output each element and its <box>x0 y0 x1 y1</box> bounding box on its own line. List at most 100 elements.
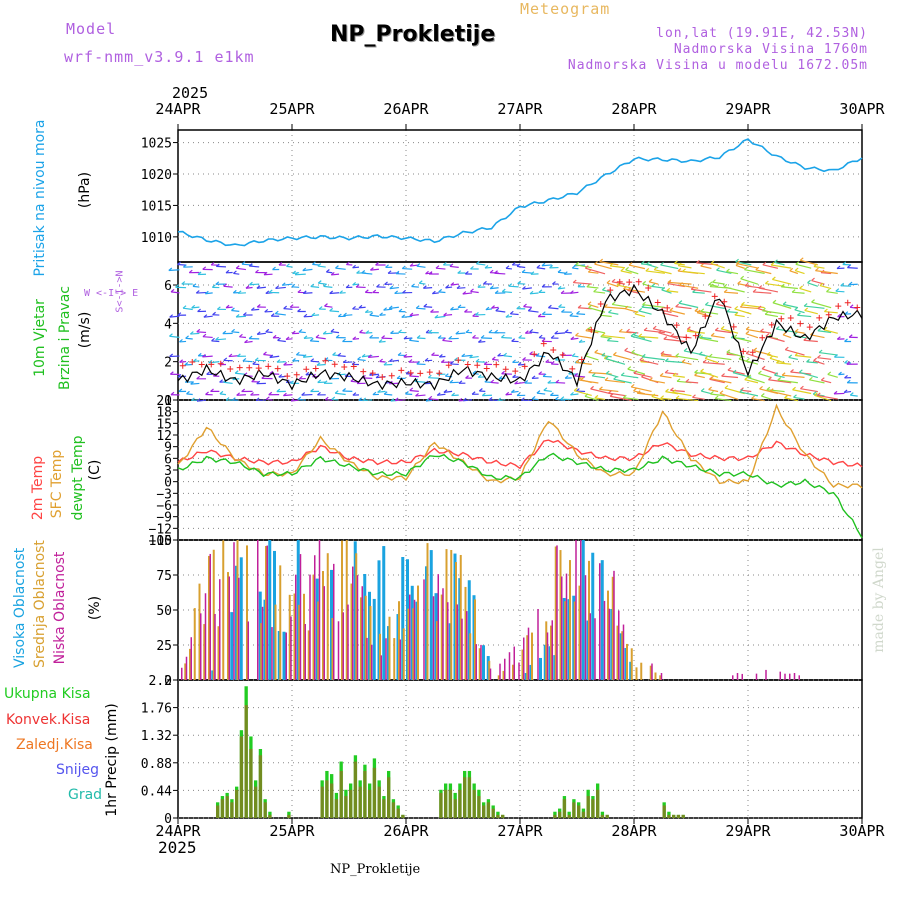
wind-arrow <box>236 394 246 396</box>
wind-arrow-head <box>813 357 818 362</box>
precip-conv-bar <box>225 796 229 818</box>
legend-total-rain: Ukupna Kisa <box>4 686 91 702</box>
wind-arrow-head <box>489 269 494 274</box>
cloud-bar-1 <box>279 565 282 680</box>
wind-arrow-head <box>846 379 851 384</box>
wind-arrow-head <box>297 289 302 293</box>
wind-arrow <box>634 313 646 318</box>
cloud-bar-1 <box>203 624 206 680</box>
wind-arrow-head <box>448 335 453 340</box>
wind-arrow <box>370 268 379 271</box>
wind-arrow-head <box>195 290 200 294</box>
wind-arrow-head <box>803 303 808 307</box>
wind-gust-marker <box>227 366 234 373</box>
wind-arrow-head <box>753 347 758 351</box>
wind-arrow-head <box>242 312 247 316</box>
wind-arrow-head <box>423 303 428 308</box>
wind-arrow-head <box>642 301 646 306</box>
wind-arrow <box>475 361 486 363</box>
wind-arrow-head <box>651 283 656 287</box>
cloud-bar-1 <box>545 621 548 680</box>
wind-arrow <box>244 340 253 344</box>
cloud-tick: 0 <box>164 674 172 689</box>
day-label-bottom: 24APR <box>155 822 201 840</box>
cloud-bar-1 <box>578 585 581 680</box>
wind-arrow-head <box>675 395 680 399</box>
cloud-bar-1 <box>288 594 291 680</box>
precip-tick: 0.44 <box>141 784 172 799</box>
wind-arrow <box>570 337 579 340</box>
wind-arrow-head <box>505 391 510 396</box>
cloud-bar-2 <box>622 624 625 680</box>
wind-arrow <box>792 389 812 395</box>
wind-gust-marker <box>521 363 528 370</box>
cloud-bar-1 <box>417 585 419 680</box>
wind-arrow <box>645 270 665 274</box>
wind-arrow-head <box>833 354 838 358</box>
wind-gust-marker <box>502 366 509 373</box>
wind-arrow <box>761 395 772 400</box>
wind-arrow <box>711 335 725 339</box>
wind-arrow <box>514 381 526 385</box>
wind-arrow <box>423 287 433 289</box>
cloud-bar-2 <box>356 575 359 680</box>
wind-arrow <box>586 286 599 289</box>
wind-arrow-head <box>297 308 301 312</box>
wind-arrow-head <box>672 389 676 393</box>
wind-arrow-head <box>660 395 665 399</box>
wind-arrow-head <box>409 263 414 267</box>
cloud-bar-1 <box>621 631 624 680</box>
wind-gust-marker <box>673 322 680 329</box>
wind-arrow <box>324 305 333 308</box>
precip-conv-bar <box>586 796 590 818</box>
wind-arrow-head <box>518 334 523 339</box>
wind-arrow <box>303 315 313 318</box>
wind-arrow <box>575 264 592 269</box>
wind-arrow <box>762 264 779 269</box>
wind-arrow <box>416 307 426 310</box>
wind-arrow-head <box>239 333 243 338</box>
wind-arrow-head <box>686 328 691 332</box>
cloud-bar-0 <box>268 540 272 680</box>
wind-arrow-head <box>408 337 413 341</box>
wind-arrow <box>585 355 599 361</box>
wind-arrow <box>554 332 566 335</box>
wind-arrow-head <box>450 360 454 365</box>
wind-arrow <box>667 281 692 285</box>
wind-arrow-head <box>588 369 593 373</box>
wind-tick: 2 <box>164 356 172 371</box>
wind-arrow-head <box>457 270 462 274</box>
wind-arrow-head <box>415 305 420 309</box>
wind-arrow <box>804 305 825 309</box>
wind-arrow-head <box>777 377 782 381</box>
wind-arrow-head <box>649 377 653 381</box>
cloud-bar-2 <box>323 586 325 680</box>
wind-arrow-head <box>517 280 522 285</box>
wind-arrow-head <box>256 380 261 385</box>
wind-arrow <box>190 332 200 335</box>
wind-arrow <box>428 398 439 401</box>
wind-arrow <box>296 354 306 357</box>
wind-gust-marker <box>692 332 699 339</box>
precip-tick: 0.88 <box>141 757 172 772</box>
wind-arrow <box>766 389 785 393</box>
precip-conv-bar <box>358 786 362 818</box>
wind-arrow <box>800 388 818 393</box>
wind-arrow-head <box>676 378 681 382</box>
wind-arrow-head <box>358 304 363 309</box>
wind-arrow <box>772 278 792 285</box>
precip-tick: 1.76 <box>141 702 172 717</box>
wind-arrow-head <box>664 369 669 374</box>
wind-arrow-head <box>277 337 281 341</box>
wind-arrow <box>532 398 539 401</box>
cloud-bar-1 <box>554 546 557 680</box>
wind-arrow-head <box>204 290 209 295</box>
wind-arrow-head <box>215 336 219 341</box>
wind-arrow <box>337 373 346 376</box>
wind-arrow-head <box>427 374 432 379</box>
precip-conv-bar <box>667 814 671 818</box>
wind-arrow-head <box>758 370 762 374</box>
wind-gust-marker <box>645 285 652 292</box>
wind-arrow-head <box>272 334 277 339</box>
wind-arrow-head <box>401 314 406 318</box>
